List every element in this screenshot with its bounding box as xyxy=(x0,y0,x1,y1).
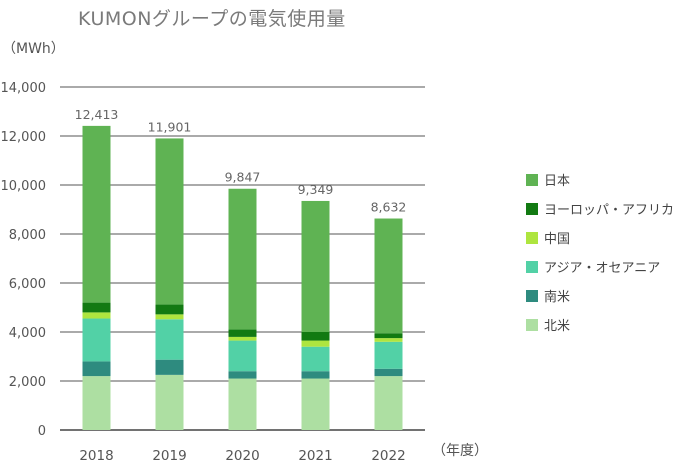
bar-segment xyxy=(228,378,257,430)
bar-segment xyxy=(155,314,184,320)
bar-segment xyxy=(155,359,184,375)
chart-title: KUMONグループの電気使用量 xyxy=(78,8,346,30)
legend-item: アジア・オセアニア xyxy=(526,252,674,281)
bar-segment xyxy=(374,338,403,342)
bar-segment xyxy=(301,378,330,430)
bar-segment xyxy=(155,374,184,430)
legend-label: 南米 xyxy=(544,290,571,305)
bar-segment xyxy=(82,312,111,319)
x-tick-label: 2020 xyxy=(225,448,259,460)
bar-segment xyxy=(301,371,330,379)
chart-legend: 日本ヨーロッパ・アフリカ 中国アジア・オセアニア 南米北米 xyxy=(526,165,674,339)
bar-segment xyxy=(374,341,403,369)
legend-swatch xyxy=(526,318,538,331)
bar-total-label: 9,349 xyxy=(298,182,334,197)
bar-segment xyxy=(374,218,403,334)
y-tick-label: 0 xyxy=(38,424,46,439)
bar-segment xyxy=(301,332,330,341)
legend-label: 北米 xyxy=(544,319,571,334)
y-tick-label: 4,000 xyxy=(9,326,46,341)
legend-item: 南米 xyxy=(526,281,674,310)
legend-label: 中国 xyxy=(544,232,571,247)
bar-segment xyxy=(228,336,257,341)
legend-swatch xyxy=(526,202,538,215)
bar-segment xyxy=(155,319,184,360)
y-tick-label: 6,000 xyxy=(9,277,46,292)
legend-item: 日本 xyxy=(526,165,674,194)
legend-label: ヨーロッパ・アフリカ xyxy=(544,203,675,218)
bar-segment xyxy=(155,138,184,305)
bar-segment xyxy=(301,200,330,332)
x-tick-label: 2019 xyxy=(152,448,186,460)
bar-segment xyxy=(228,340,257,372)
legend-item: 北米 xyxy=(526,310,674,339)
bar-total-label: 11,901 xyxy=(148,119,192,134)
y-tick-label: 12,000 xyxy=(1,130,47,145)
legend-swatch xyxy=(526,231,538,244)
bar-total-label: 9,847 xyxy=(225,170,261,185)
bar-segment xyxy=(82,318,111,362)
x-axis-unit-label: （年度） xyxy=(432,443,488,459)
y-tick-label: 10,000 xyxy=(1,179,47,194)
legend-item: ヨーロッパ・アフリカ xyxy=(526,194,674,223)
legend-swatch xyxy=(526,260,538,273)
bar-segment xyxy=(82,125,111,303)
bar-segment xyxy=(82,361,111,377)
y-tick-label: 8,000 xyxy=(9,228,46,243)
bar-segment xyxy=(301,346,330,372)
y-tick-label: 2,000 xyxy=(9,375,46,390)
y-tick-label: 14,000 xyxy=(1,81,47,96)
bar-segment xyxy=(301,340,330,347)
bar-segment xyxy=(228,329,257,337)
legend-swatch xyxy=(526,289,538,302)
x-tick-label: 2022 xyxy=(371,448,405,460)
legend-label: 日本 xyxy=(544,174,571,189)
legend-label: アジア・オセアニア xyxy=(544,261,661,276)
y-axis-unit-label: （MWh） xyxy=(2,41,65,57)
x-tick-label: 2018 xyxy=(79,448,113,460)
x-tick-label: 2021 xyxy=(298,448,332,460)
bar-segment xyxy=(82,302,111,313)
bar-segment xyxy=(374,368,403,377)
bar-total-label: 12,413 xyxy=(75,107,119,122)
bar-segment xyxy=(228,188,257,330)
legend-item: 中国 xyxy=(526,223,674,252)
bar-total-label: 8,632 xyxy=(371,200,407,215)
bar-segment xyxy=(155,304,184,315)
bar-segment xyxy=(82,376,111,430)
bar-segment xyxy=(228,371,257,379)
legend-swatch xyxy=(526,173,538,186)
bar-segment xyxy=(374,376,403,430)
bar-segment xyxy=(374,333,403,339)
